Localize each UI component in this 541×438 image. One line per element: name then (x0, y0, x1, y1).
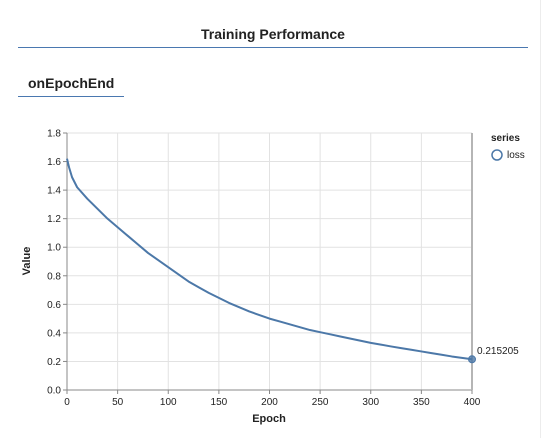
x-tick-label: 200 (261, 397, 278, 408)
tab-underline (18, 96, 124, 97)
y-tick-label: 1.6 (47, 157, 61, 168)
series-line-loss (66, 158, 473, 361)
x-tick-label: 400 (464, 397, 481, 408)
y-tick-label: 0.0 (47, 386, 61, 397)
x-tick-labels: 0 50 100 150 200 250 300 350 400 (64, 397, 481, 408)
y-tick-label: 1.4 (47, 186, 61, 197)
y-tick-labels: 0.0 0.2 0.4 0.6 0.8 1.0 1.2 1.4 1.6 1.8 (47, 129, 61, 397)
x-axis-title: Epoch (252, 413, 286, 425)
y-tick-label: 1.8 (47, 129, 61, 140)
x-tick-label: 0 (64, 397, 70, 408)
surface-tab-onepochend[interactable]: onEpochEnd (28, 75, 115, 91)
series-loss (66, 158, 476, 364)
plot-frame (63, 132, 473, 394)
last-point-marker[interactable] (468, 355, 476, 364)
y-tick-label: 0.4 (47, 328, 61, 339)
y-axis-title: Value (21, 247, 33, 276)
x-tick-label: 100 (160, 397, 177, 408)
y-tick-label: 0.8 (47, 271, 61, 282)
grid (66, 132, 473, 391)
last-value-label: 0.215205 (477, 346, 519, 357)
legend-loss-label[interactable]: loss (507, 150, 525, 161)
y-tick-label: 1.2 (47, 214, 61, 225)
x-tick-label: 250 (312, 397, 329, 408)
y-tick-label: 0.2 (47, 357, 61, 368)
x-tick-label: 150 (211, 397, 228, 408)
x-tick-label: 350 (413, 397, 430, 408)
x-tick-label: 50 (112, 397, 124, 408)
y-tick-label: 0.6 (47, 300, 61, 311)
visor-title: Training Performance (201, 26, 345, 42)
title-divider (18, 47, 528, 48)
y-tick-label: 1.0 (47, 243, 61, 254)
x-tick-label: 300 (362, 397, 379, 408)
legend-title: series (491, 133, 520, 144)
legend-loss-symbol[interactable] (491, 149, 503, 161)
